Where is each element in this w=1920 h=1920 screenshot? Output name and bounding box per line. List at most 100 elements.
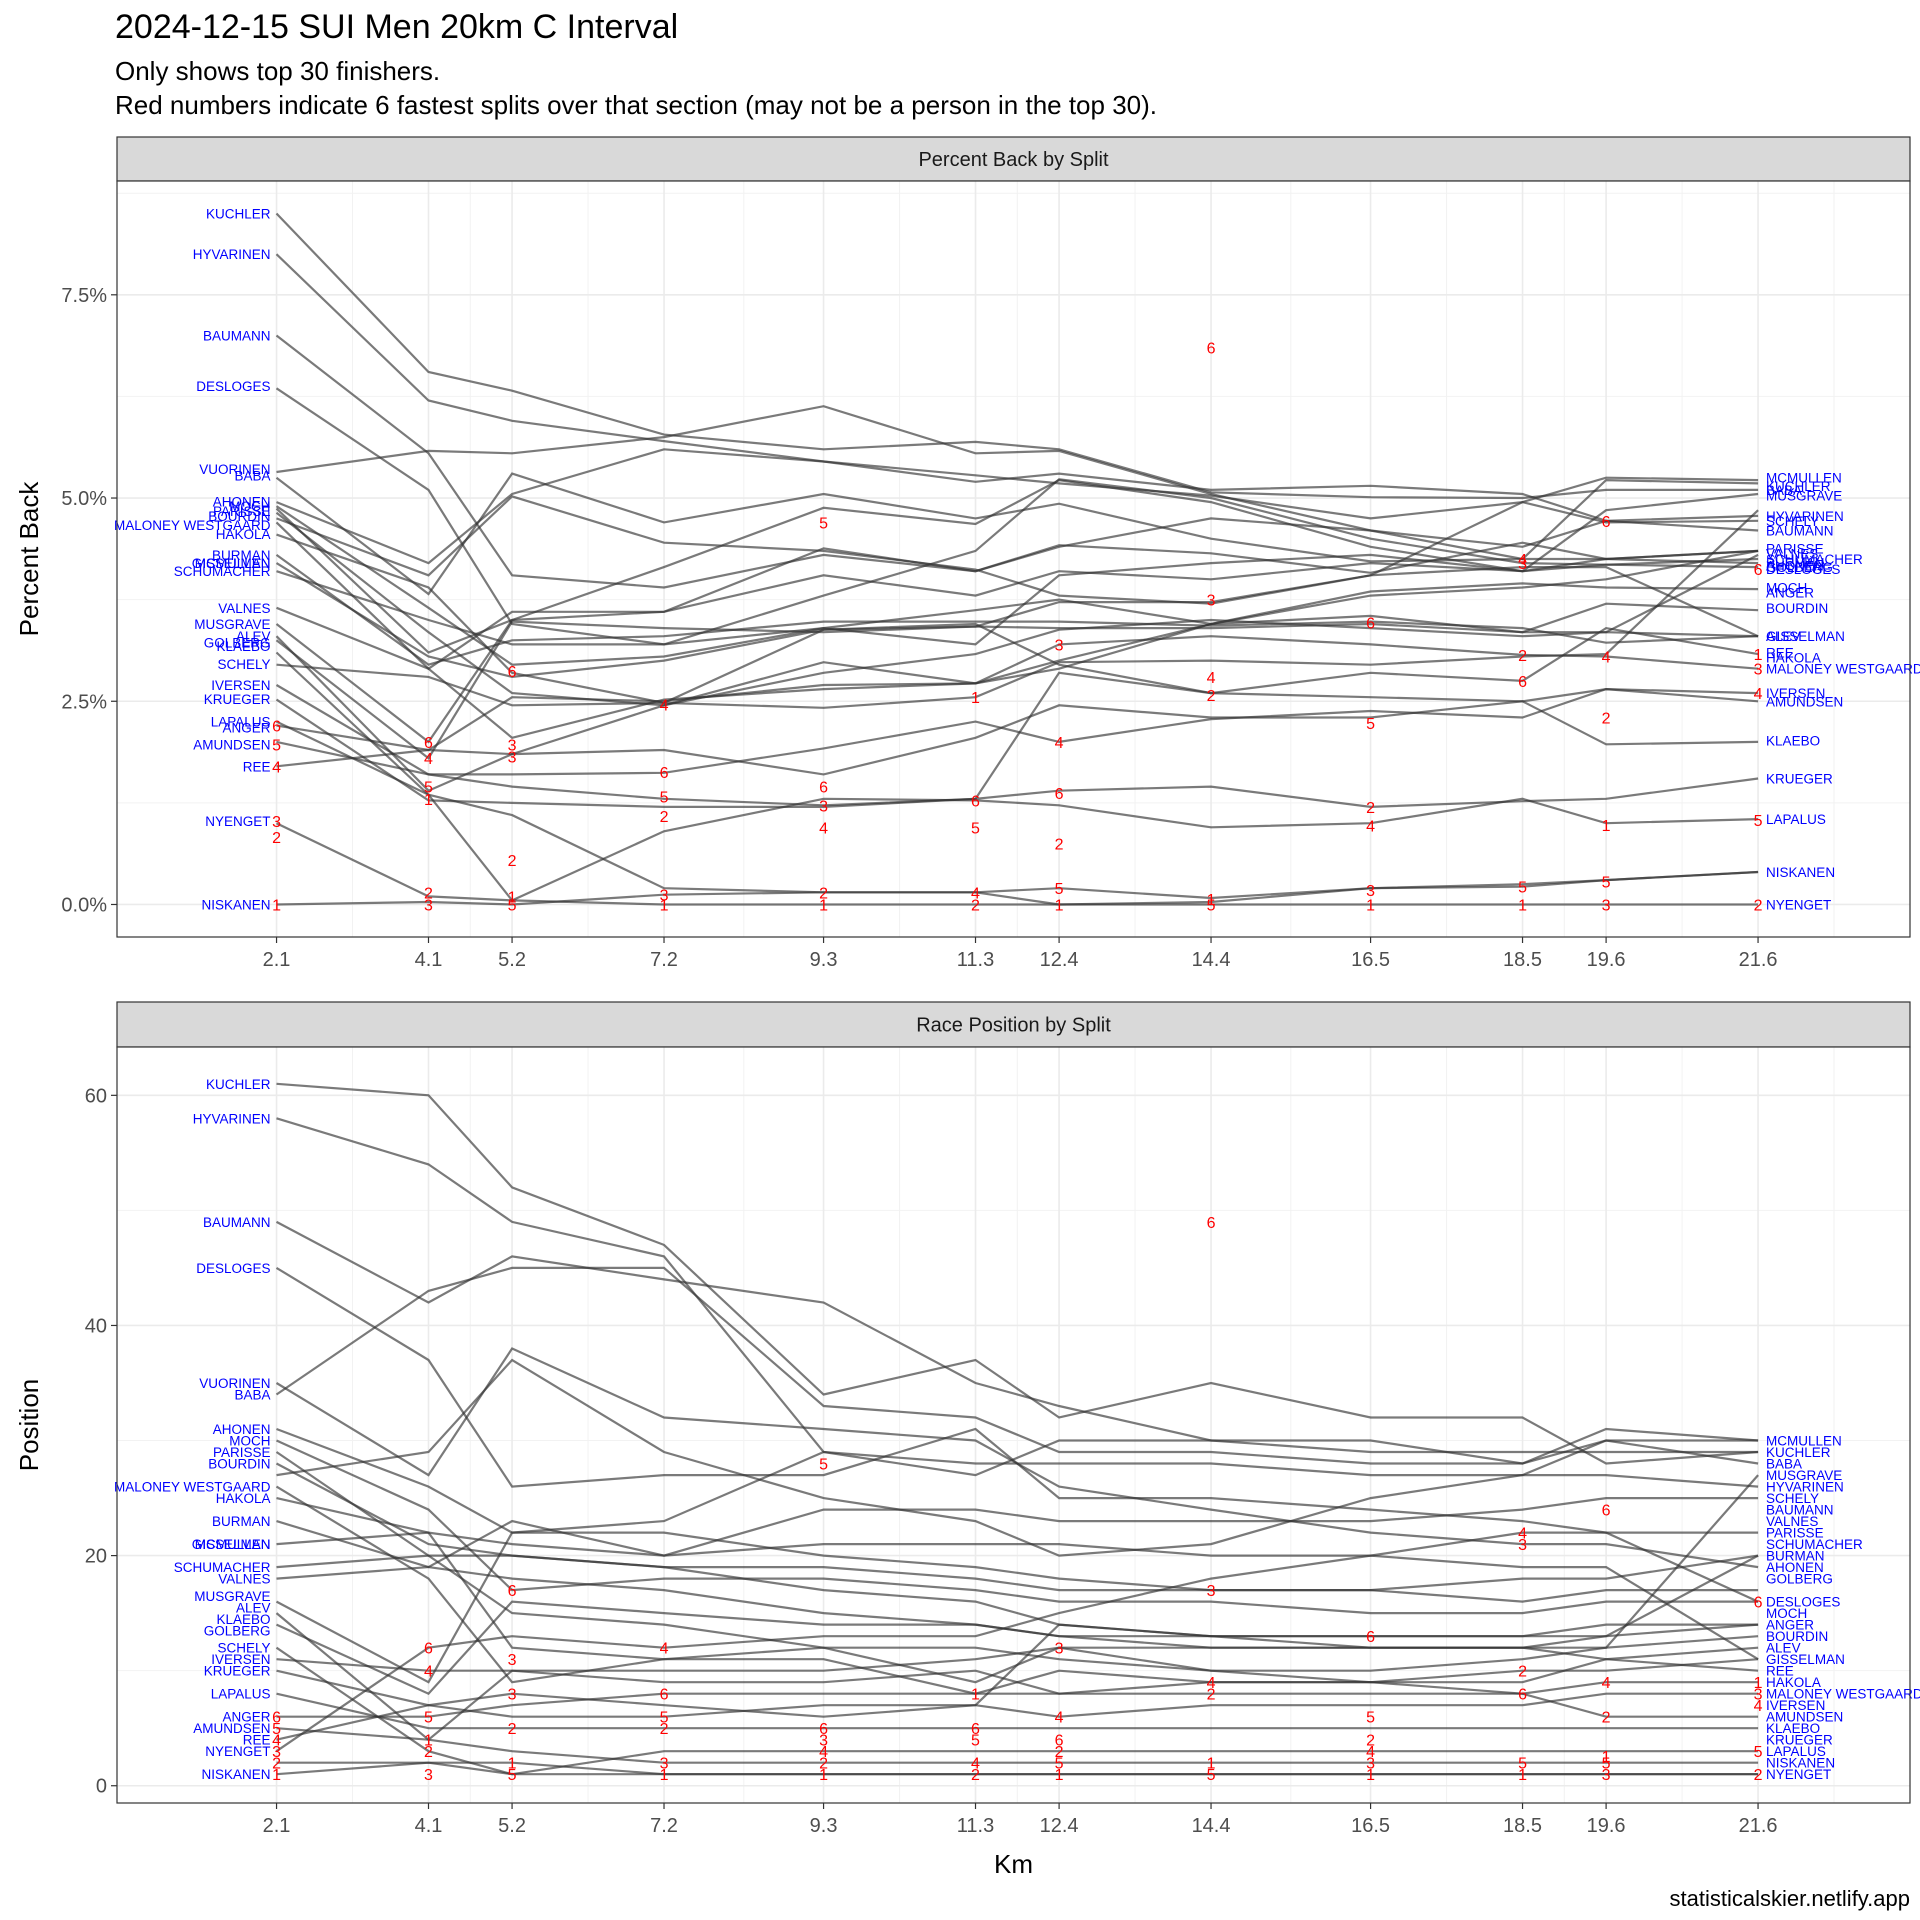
rank-mark: 2: [1207, 688, 1216, 705]
right-name-label: AMUNDSEN: [1766, 1710, 1843, 1725]
x-tick-label: 12.4: [1040, 949, 1079, 971]
rank-mark: 3: [1366, 883, 1375, 900]
rank-mark: 4: [272, 1733, 281, 1750]
left-name-label: LAPALUS: [211, 1687, 271, 1702]
right-name-label: AHONEN: [1766, 559, 1824, 574]
left-name-label: ALEV: [236, 629, 271, 644]
rank-mark: 4: [660, 698, 669, 715]
rank-mark: 6: [1518, 1687, 1527, 1704]
series-line-kuchler: [276, 1082, 1759, 1465]
right-name-label: MCMULLEN: [1766, 1434, 1842, 1449]
left-name-label: KLAEBO: [217, 1612, 271, 1627]
series-line-anger: [276, 1692, 1759, 1718]
series-line-schely: [276, 1474, 1759, 1672]
right-name-label: ANGER: [1766, 585, 1814, 600]
series-line-musgrave: [275, 478, 1759, 744]
left-name-label: MCMULLEN: [195, 1537, 271, 1552]
right-name-label: MALONEY WESTGAARD: [1766, 662, 1920, 677]
rank-mark: 3: [819, 1733, 828, 1750]
rank-mark: 1: [508, 889, 517, 906]
rank-mark: 2: [660, 809, 669, 826]
y-axis-title: Position: [14, 1379, 44, 1472]
rank-mark: 6: [1602, 1503, 1611, 1520]
rank-mark: 2: [1518, 1664, 1527, 1681]
rank-mark: 4: [1055, 735, 1064, 752]
rank-mark: 6: [424, 1641, 433, 1658]
rank-mark: 3: [424, 897, 433, 914]
right-name-label: HAKOLA: [1766, 1675, 1821, 1690]
series-line-nyenget: [276, 822, 1759, 906]
rank-mark: 2: [424, 1744, 433, 1761]
rank-mark: 1: [1366, 897, 1375, 914]
rank-mark: 6: [1754, 562, 1763, 579]
rank-mark: 1: [424, 792, 433, 809]
rank-mark: 4: [1518, 1526, 1527, 1543]
y-tick-label: 2.5%: [61, 691, 107, 713]
left-name-label: BABA: [235, 468, 271, 483]
x-tick-label: 12.4: [1040, 1815, 1079, 1837]
rank-mark: 6: [272, 1710, 281, 1727]
y-tick-label: 7.5%: [61, 285, 107, 307]
left-name-label: IVERSEN: [211, 1652, 270, 1667]
right-name-label: LAPALUS: [1766, 1744, 1826, 1759]
right-name-label: BAUMANN: [1766, 1503, 1834, 1518]
rank-mark: 3: [1055, 1641, 1064, 1658]
left-name-label: NISKANEN: [202, 897, 271, 912]
right-name-label: HAKOLA: [1766, 650, 1821, 665]
rank-mark: 5: [660, 789, 669, 806]
rank-mark: 2: [1055, 1744, 1064, 1761]
series-line-alev: [275, 618, 1759, 793]
rank-mark: 2: [660, 1721, 669, 1738]
left-name-label: ANGER: [223, 1710, 271, 1725]
series-line-ree: [275, 1531, 1759, 1753]
right-name-label: HYVARINEN: [1766, 1480, 1844, 1495]
series-line-musgrave: [275, 1439, 1759, 1684]
rank-mark: 3: [1754, 1687, 1763, 1704]
rank-mark: 4: [272, 759, 281, 776]
rank-mark: 5: [272, 737, 281, 754]
plot-background: [117, 1047, 1910, 1803]
rank-mark: 6: [971, 793, 980, 810]
x-tick-label: 19.6: [1587, 949, 1626, 971]
rank-mark: 1: [1754, 647, 1763, 664]
rank-mark: 6: [1055, 1733, 1064, 1750]
left-name-label: BURMAN: [212, 548, 271, 563]
rank-mark: 3: [819, 798, 828, 815]
rank-mark: 2: [819, 885, 828, 902]
right-name-label: ANGER: [1766, 1618, 1814, 1633]
series-line-ahonen: [276, 448, 1759, 565]
rank-mark: 5: [1754, 1744, 1763, 1761]
rank-mark: 6: [1518, 674, 1527, 691]
rank-mark: 4: [1055, 1710, 1064, 1727]
right-name-label: LAPALUS: [1766, 812, 1826, 827]
rank-mark: 5: [272, 1721, 281, 1738]
rank-mark: 1: [1518, 897, 1527, 914]
rank-mark: 2: [1055, 837, 1064, 854]
right-name-label: KUCHLER: [1766, 1445, 1831, 1460]
series-line-klaebo: [275, 651, 1759, 902]
right-name-label: REE: [1766, 645, 1794, 660]
series-line-iversen: [275, 671, 1759, 807]
credit-text: statisticalskier.netlify.app: [1669, 1886, 1910, 1911]
left-name-label: GISSELMAN: [192, 1537, 271, 1552]
left-name-label: HAKOLA: [216, 1491, 271, 1506]
rank-mark: 4: [819, 820, 828, 837]
series-line-bourdin: [275, 1462, 1759, 1649]
series-line-mcmullen: [276, 476, 1759, 605]
series-line-desloges: [275, 387, 1759, 646]
left-name-label: KUCHLER: [206, 1077, 271, 1092]
right-name-label: BOURDIN: [1766, 601, 1828, 616]
left-name-label: KLAEBO: [217, 639, 271, 654]
left-name-label: NISKANEN: [202, 1767, 271, 1782]
rank-mark: 6: [1602, 514, 1611, 531]
right-name-label: NISKANEN: [1766, 865, 1835, 880]
rank-mark: 5: [1366, 716, 1375, 733]
left-name-label: AHONEN: [213, 1422, 271, 1437]
right-name-label: AMUNDSEN: [1766, 694, 1843, 709]
rank-mark: 3: [1366, 1756, 1375, 1773]
y-tick-label: 40: [85, 1315, 107, 1337]
rank-mark: 1: [508, 1756, 517, 1773]
y-tick-label: 20: [85, 1546, 107, 1568]
right-name-label: MUSGRAVE: [1766, 489, 1842, 504]
rank-mark: 5: [1207, 1767, 1216, 1784]
